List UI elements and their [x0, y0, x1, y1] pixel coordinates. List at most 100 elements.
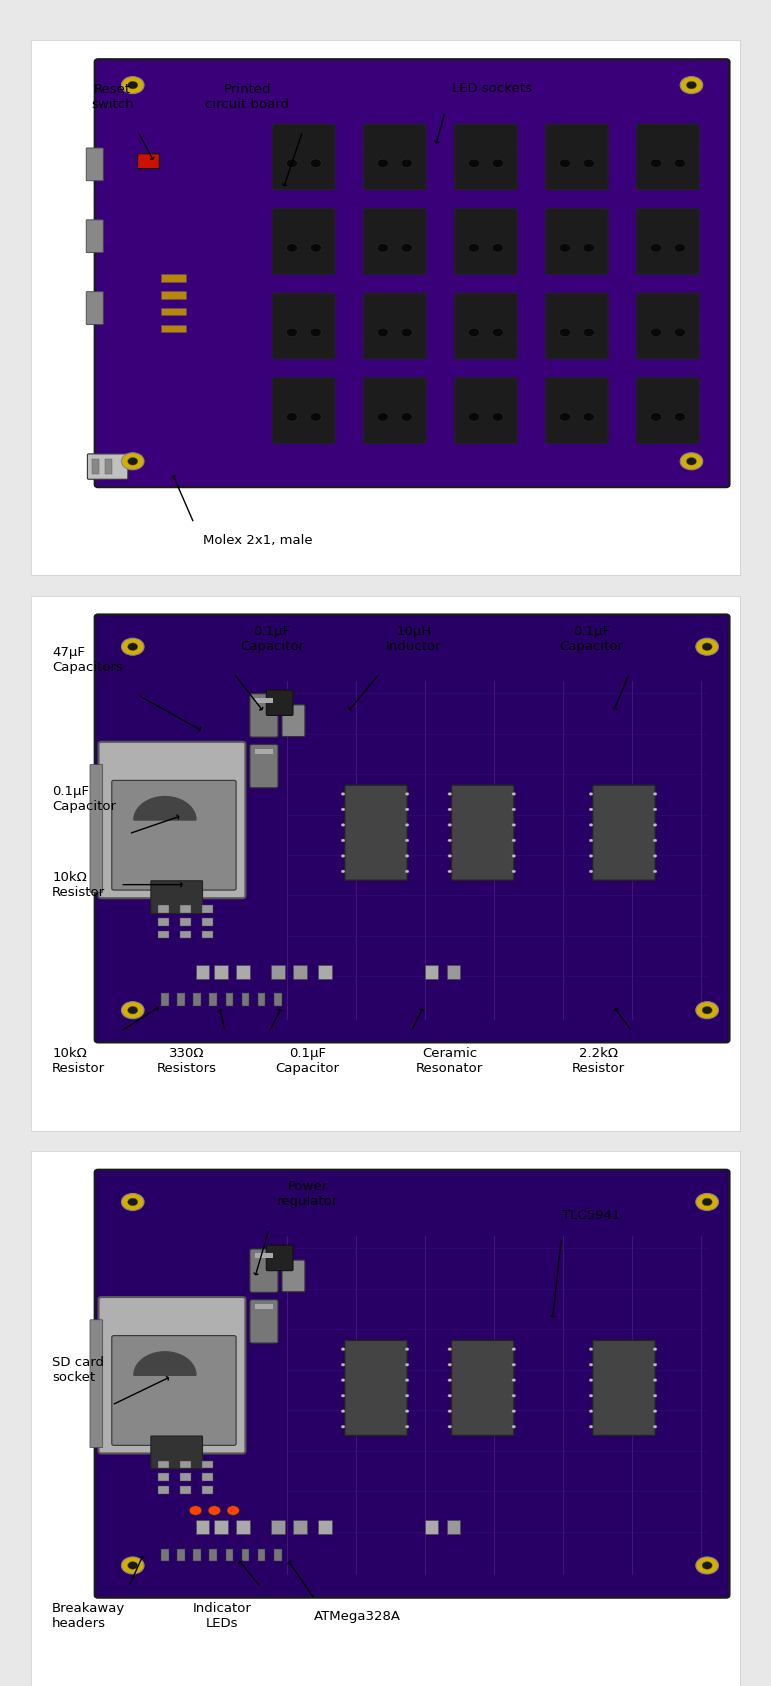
Circle shape [653, 792, 657, 796]
Circle shape [512, 840, 516, 841]
Bar [180, 1474, 191, 1480]
Bar [258, 1548, 265, 1561]
Bar [202, 1474, 213, 1480]
Circle shape [512, 1379, 516, 1381]
Circle shape [702, 1007, 712, 1013]
Bar [242, 993, 249, 1007]
Circle shape [583, 243, 594, 253]
Circle shape [448, 808, 452, 811]
Circle shape [653, 1409, 657, 1413]
FancyBboxPatch shape [455, 125, 517, 191]
Circle shape [653, 840, 657, 841]
FancyBboxPatch shape [637, 209, 699, 275]
Circle shape [128, 81, 138, 89]
Circle shape [650, 158, 662, 167]
FancyBboxPatch shape [90, 764, 103, 892]
Text: 10μH
Inductor: 10μH Inductor [386, 624, 442, 652]
Circle shape [401, 243, 412, 253]
Bar [293, 964, 307, 978]
Circle shape [128, 1007, 138, 1013]
Circle shape [583, 329, 594, 337]
FancyBboxPatch shape [273, 209, 335, 275]
Circle shape [674, 158, 685, 167]
Bar [161, 993, 169, 1007]
FancyBboxPatch shape [364, 293, 426, 359]
Bar [196, 964, 210, 978]
Circle shape [341, 792, 345, 796]
Circle shape [512, 1394, 516, 1398]
Text: Breakaway
headers: Breakaway headers [52, 1602, 126, 1630]
Circle shape [589, 840, 593, 841]
Bar [202, 1485, 213, 1494]
Circle shape [377, 329, 389, 337]
Bar [237, 964, 250, 978]
Bar [180, 905, 191, 914]
Circle shape [227, 1506, 240, 1516]
Circle shape [122, 76, 144, 94]
Circle shape [286, 329, 298, 337]
Circle shape [448, 1379, 452, 1381]
Circle shape [559, 243, 571, 253]
Circle shape [674, 329, 685, 337]
Circle shape [448, 1347, 452, 1350]
Text: Indicator
LEDs: Indicator LEDs [193, 1602, 252, 1630]
Circle shape [512, 870, 516, 873]
Bar [293, 1521, 307, 1534]
Circle shape [492, 243, 503, 253]
Circle shape [128, 642, 138, 651]
Circle shape [341, 855, 345, 858]
Bar [177, 1548, 185, 1561]
Circle shape [406, 1394, 409, 1398]
FancyBboxPatch shape [250, 1249, 278, 1293]
Text: 47μF
Capacitors: 47μF Capacitors [52, 646, 123, 674]
FancyBboxPatch shape [546, 293, 608, 359]
FancyBboxPatch shape [151, 880, 203, 914]
Circle shape [512, 855, 516, 858]
FancyBboxPatch shape [593, 786, 655, 880]
Circle shape [512, 823, 516, 826]
Circle shape [448, 823, 452, 826]
FancyBboxPatch shape [99, 1297, 245, 1453]
FancyBboxPatch shape [112, 1335, 236, 1445]
Circle shape [128, 1199, 138, 1205]
Circle shape [189, 1506, 202, 1516]
Circle shape [401, 413, 412, 422]
Circle shape [650, 243, 662, 253]
FancyBboxPatch shape [266, 1246, 293, 1271]
Circle shape [406, 792, 409, 796]
Circle shape [286, 243, 298, 253]
Circle shape [650, 329, 662, 337]
FancyBboxPatch shape [637, 125, 699, 191]
FancyBboxPatch shape [137, 153, 160, 169]
Bar [161, 275, 186, 282]
FancyBboxPatch shape [273, 378, 335, 443]
Circle shape [406, 823, 409, 826]
Circle shape [448, 1409, 452, 1413]
Circle shape [589, 792, 593, 796]
Bar [92, 459, 99, 474]
FancyBboxPatch shape [250, 693, 278, 737]
Circle shape [653, 855, 657, 858]
FancyBboxPatch shape [546, 209, 608, 275]
Circle shape [406, 1425, 409, 1428]
Circle shape [589, 1394, 593, 1398]
Circle shape [512, 1347, 516, 1350]
Circle shape [128, 1561, 138, 1570]
FancyBboxPatch shape [95, 59, 729, 487]
Bar [255, 1303, 273, 1308]
Circle shape [406, 840, 409, 841]
Bar [161, 292, 186, 298]
Circle shape [686, 81, 696, 89]
Bar [158, 1485, 169, 1494]
FancyBboxPatch shape [112, 781, 236, 890]
Circle shape [208, 1506, 221, 1516]
Bar [446, 1521, 460, 1534]
Circle shape [559, 413, 571, 422]
Bar [194, 1548, 200, 1561]
Bar [271, 1521, 284, 1534]
Circle shape [512, 1364, 516, 1366]
Text: Printed
circuit board: Printed circuit board [205, 83, 289, 111]
Circle shape [492, 413, 503, 422]
Bar [202, 931, 213, 939]
Circle shape [377, 243, 389, 253]
